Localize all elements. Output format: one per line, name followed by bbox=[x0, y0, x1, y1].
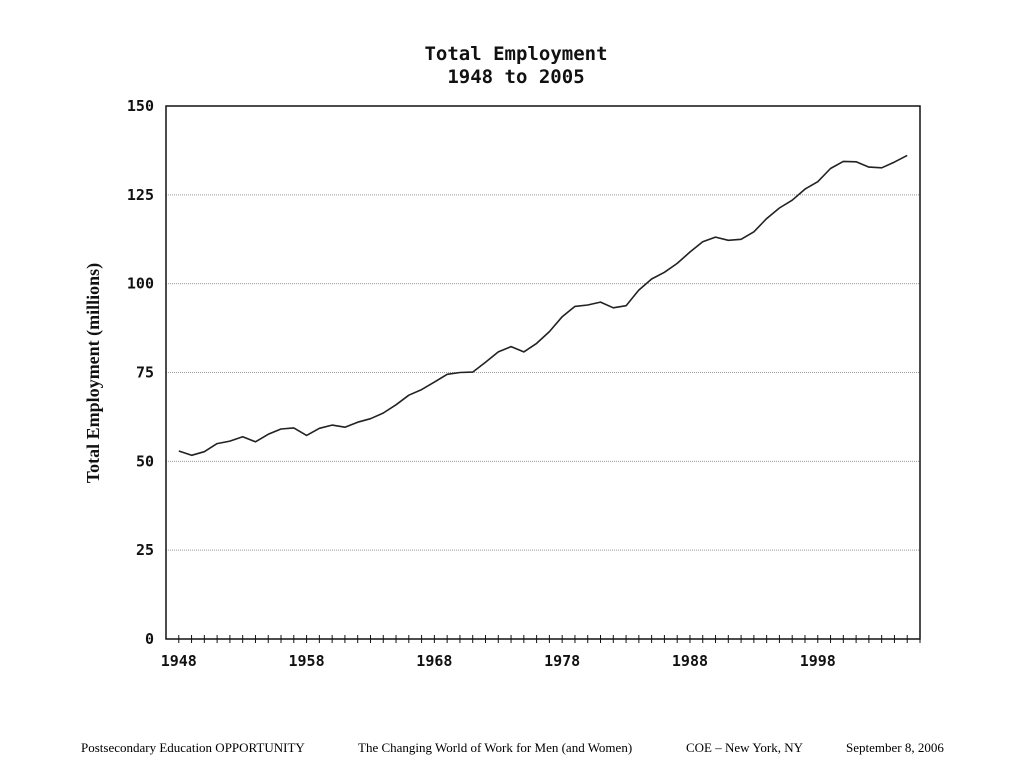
x-tick-label: 1958 bbox=[289, 652, 325, 670]
data-point bbox=[638, 289, 640, 291]
x-axis-tick-labels: 1948 1958 1968 1978 1988 1998 bbox=[161, 652, 836, 670]
data-point bbox=[254, 441, 256, 443]
data-point bbox=[702, 241, 704, 243]
data-point bbox=[369, 418, 371, 420]
data-point bbox=[242, 436, 244, 438]
data-point bbox=[190, 454, 192, 456]
data-point bbox=[868, 166, 870, 168]
data-point bbox=[561, 316, 563, 318]
data-point bbox=[804, 188, 806, 190]
data-point bbox=[229, 440, 231, 442]
y-tick-label: 75 bbox=[136, 364, 154, 382]
data-point bbox=[331, 424, 333, 426]
data-points bbox=[178, 154, 909, 456]
y-tick-label: 0 bbox=[145, 630, 154, 648]
data-point bbox=[280, 428, 282, 430]
data-point bbox=[893, 161, 895, 163]
y-tick-label: 100 bbox=[127, 275, 154, 293]
x-tick-label: 1998 bbox=[800, 652, 836, 670]
data-point bbox=[778, 207, 780, 209]
data-point bbox=[178, 450, 180, 452]
data-point bbox=[714, 236, 716, 238]
data-point bbox=[382, 412, 384, 414]
data-point bbox=[829, 167, 831, 169]
data-point bbox=[408, 394, 410, 396]
x-tick-label: 1988 bbox=[672, 652, 708, 670]
chart-subtitle: 1948 to 2005 bbox=[447, 66, 584, 88]
data-point bbox=[574, 305, 576, 307]
data-point bbox=[535, 342, 537, 344]
data-point bbox=[548, 330, 550, 332]
data-point bbox=[293, 427, 295, 429]
data-point bbox=[587, 304, 589, 306]
data-point bbox=[765, 217, 767, 219]
y-axis-label: Total Employment (millions) bbox=[83, 263, 104, 483]
data-point bbox=[433, 381, 435, 383]
data-point bbox=[625, 305, 627, 307]
data-point bbox=[344, 426, 346, 428]
data-point bbox=[881, 167, 883, 169]
employment-series-line bbox=[178, 154, 908, 457]
data-point bbox=[484, 361, 486, 363]
data-point bbox=[523, 351, 525, 353]
data-point bbox=[497, 351, 499, 353]
y-tick-label: 150 bbox=[127, 97, 154, 115]
footer-presentation-title: The Changing World of Work for Men (and … bbox=[358, 740, 633, 755]
data-point bbox=[472, 371, 474, 373]
y-axis-tick-labels: 0 25 50 75 100 125 150 bbox=[127, 97, 154, 648]
x-tick-label: 1948 bbox=[161, 652, 197, 670]
data-point bbox=[842, 160, 844, 162]
y-tick-label: 50 bbox=[136, 452, 154, 470]
data-point bbox=[689, 251, 691, 253]
data-point bbox=[203, 451, 205, 453]
plot-frame bbox=[165, 105, 921, 640]
y-tick-label: 25 bbox=[136, 541, 154, 559]
data-point bbox=[663, 271, 665, 273]
data-point bbox=[510, 345, 512, 347]
data-point bbox=[740, 238, 742, 240]
data-point bbox=[318, 427, 320, 429]
data-point bbox=[727, 239, 729, 241]
footer-publication: Postsecondary Education OPPORTUNITY bbox=[81, 740, 305, 755]
axis-ticks bbox=[178, 635, 921, 643]
x-tick-label: 1978 bbox=[544, 652, 580, 670]
data-point bbox=[305, 434, 307, 436]
data-point bbox=[459, 371, 461, 373]
data-point bbox=[267, 433, 269, 435]
data-point bbox=[612, 307, 614, 309]
data-point bbox=[791, 199, 793, 201]
data-point bbox=[395, 404, 397, 406]
footer-date: September 8, 2006 bbox=[846, 740, 944, 755]
data-point bbox=[357, 421, 359, 423]
gridlines bbox=[166, 194, 920, 551]
data-point bbox=[599, 301, 601, 303]
data-point bbox=[676, 262, 678, 264]
footer-location: COE – New York, NY bbox=[686, 740, 804, 755]
data-point bbox=[216, 442, 218, 444]
data-point bbox=[753, 231, 755, 233]
data-point bbox=[906, 154, 908, 156]
data-point bbox=[855, 161, 857, 163]
data-point bbox=[420, 388, 422, 390]
chart-title: Total Employment bbox=[424, 43, 607, 65]
data-point bbox=[446, 373, 448, 375]
data-point bbox=[817, 181, 819, 183]
data-point bbox=[650, 278, 652, 280]
x-tick-label: 1968 bbox=[416, 652, 452, 670]
y-tick-label: 125 bbox=[127, 186, 154, 204]
